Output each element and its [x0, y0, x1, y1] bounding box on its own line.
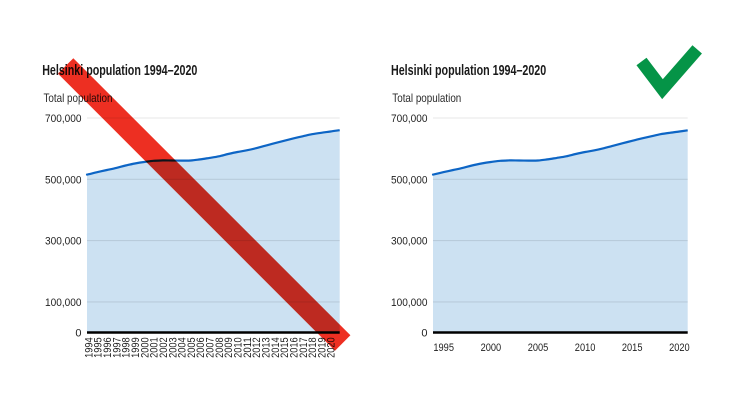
svg-text:2010: 2010 — [575, 342, 596, 354]
svg-text:700,000: 700,000 — [391, 113, 428, 125]
svg-text:1999: 1999 — [130, 337, 142, 358]
svg-text:500,000: 500,000 — [45, 174, 82, 186]
svg-text:2000: 2000 — [139, 337, 151, 358]
svg-text:1996: 1996 — [102, 337, 114, 358]
svg-text:Total population: Total population — [392, 91, 461, 105]
svg-text:2009: 2009 — [223, 337, 235, 358]
svg-text:300,000: 300,000 — [45, 236, 82, 248]
svg-text:1998: 1998 — [121, 337, 133, 358]
svg-text:2017: 2017 — [298, 337, 310, 358]
svg-text:1994: 1994 — [83, 337, 95, 358]
svg-text:2014: 2014 — [270, 337, 282, 358]
svg-text:100,000: 100,000 — [391, 297, 428, 309]
svg-text:2007: 2007 — [205, 337, 217, 358]
svg-text:2002: 2002 — [158, 337, 170, 358]
svg-text:0: 0 — [75, 328, 81, 340]
svg-text:300,000: 300,000 — [391, 236, 428, 248]
svg-text:2005: 2005 — [186, 337, 198, 358]
svg-text:2005: 2005 — [528, 342, 549, 354]
svg-text:2004: 2004 — [177, 337, 189, 358]
svg-text:2018: 2018 — [307, 337, 319, 358]
svg-text:100,000: 100,000 — [45, 297, 82, 309]
svg-text:1995: 1995 — [93, 337, 105, 358]
svg-text:2013: 2013 — [261, 337, 273, 358]
svg-text:2015: 2015 — [622, 342, 643, 354]
svg-text:2001: 2001 — [149, 337, 161, 358]
svg-text:2003: 2003 — [167, 337, 179, 358]
svg-text:2015: 2015 — [279, 337, 291, 358]
svg-text:2019: 2019 — [316, 337, 328, 358]
svg-text:2016: 2016 — [288, 337, 300, 358]
svg-text:2006: 2006 — [195, 337, 207, 358]
svg-text:2011: 2011 — [242, 337, 254, 358]
svg-text:1997: 1997 — [111, 337, 123, 358]
svg-text:0: 0 — [421, 328, 427, 340]
svg-text:700,000: 700,000 — [45, 113, 82, 125]
svg-text:1995: 1995 — [433, 342, 454, 354]
svg-text:2000: 2000 — [481, 342, 502, 354]
svg-text:500,000: 500,000 — [391, 174, 428, 186]
svg-text:2008: 2008 — [214, 337, 226, 358]
svg-text:2020: 2020 — [669, 342, 690, 354]
svg-text:Helsinki population 1994–2020: Helsinki population 1994–2020 — [391, 62, 546, 79]
svg-text:2012: 2012 — [251, 337, 263, 358]
svg-text:2010: 2010 — [233, 337, 245, 358]
